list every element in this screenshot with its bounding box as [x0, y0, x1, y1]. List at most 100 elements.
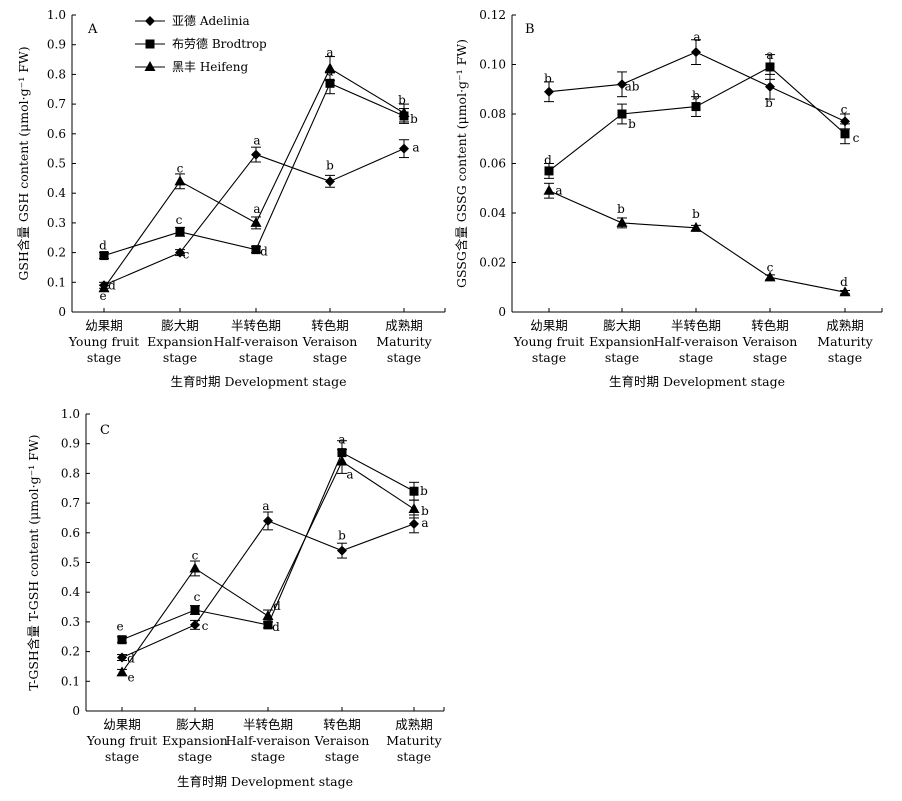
x-tick-label: stage [753, 350, 787, 365]
y-tick-label: 0.8 [47, 67, 66, 81]
data-point [408, 503, 420, 514]
series-line [548, 66, 846, 172]
data-point [324, 62, 336, 73]
x-tick-label: Young fruit [86, 733, 157, 748]
data-point [617, 79, 627, 90]
significance-label: c [841, 102, 848, 116]
significance-label: d [272, 620, 280, 634]
data-point [544, 166, 554, 176]
series-triangle: e c d a b [116, 449, 429, 684]
x-tick-label: 成熟期 [826, 318, 864, 333]
x-tick-label: Half-veraison [214, 334, 299, 349]
significance-label: a [253, 134, 260, 148]
x-tick-label: Veraison [742, 334, 798, 349]
y-tick-label: 0 [72, 704, 80, 718]
significance-label: d [99, 239, 107, 253]
series-square: d b b a c [544, 48, 860, 179]
data-point [765, 62, 775, 72]
panel-letter: B [525, 22, 535, 37]
x-tick-label: 膨大期 [603, 318, 641, 333]
data-point [251, 149, 261, 160]
significance-label: c [192, 548, 199, 562]
significance-label: e [127, 670, 134, 684]
y-tick-label: 0.7 [47, 97, 66, 111]
x-axis-title: 生育时期 Development stage [609, 374, 785, 389]
y-tick-label: 0.10 [479, 58, 506, 72]
significance-label: a [338, 433, 345, 447]
x-tick-label: stage [251, 749, 285, 764]
x-tick-label: stage [397, 749, 431, 764]
x-tick-label: Maturity [386, 733, 442, 748]
significance-label: b [617, 202, 625, 216]
y-tick-label: 0.9 [61, 437, 80, 451]
significance-label: a [346, 468, 353, 482]
x-tick-label: 成熟期 [395, 717, 433, 732]
significance-label: b [692, 207, 700, 221]
x-tick-label: 幼果期 [530, 318, 568, 333]
significance-label: a [253, 202, 260, 216]
series-line [103, 82, 405, 257]
data-point [175, 227, 185, 237]
legend: 亚德 Adelinia 布劳德 Brodtrop 黑丰 Heifeng [135, 13, 267, 74]
data-point [616, 216, 628, 227]
y-tick-label: 0.02 [479, 256, 506, 270]
panel-a: 0 0.1 0.2 0.3 0.4 0.5 0.6 0.7 0.8 0.9 1.0 幼果期Young … [16, 8, 446, 389]
data-point [174, 175, 186, 186]
significance-label: a [262, 499, 269, 513]
series-line [103, 67, 405, 289]
x-tick-label: 幼果期 [85, 318, 123, 333]
data-point [690, 221, 702, 232]
x-tick-label: Half-veraison [226, 733, 311, 748]
y-tick-label: 0.3 [47, 216, 66, 230]
y-tick-label: 1.0 [47, 8, 66, 22]
series-triangle: a b b c d [543, 182, 851, 297]
x-tick-label: Veraison [302, 334, 358, 349]
data-point [617, 109, 627, 119]
legend-entry: 亚德 Adelinia [172, 13, 250, 28]
y-tick-label: 0.06 [479, 157, 506, 171]
data-point [117, 652, 127, 663]
x-tick-label: Half-veraison [654, 334, 739, 349]
significance-label: b [544, 72, 552, 86]
significance-label: c [183, 248, 190, 262]
panel-letter: A [87, 22, 98, 37]
data-point [190, 619, 200, 630]
x-tick-label: stage [105, 749, 139, 764]
x-tick-label: stage [239, 350, 273, 365]
y-tick-label: 0.1 [61, 674, 80, 688]
y-axis-title: GSSG含量 GSSG content (μmol·g⁻¹ FW) [454, 39, 469, 288]
data-point [399, 143, 409, 154]
y-tick-label: 0.9 [47, 38, 66, 52]
significance-label: a [693, 30, 700, 44]
data-point [190, 605, 200, 615]
y-tick-label: 0.1 [47, 275, 66, 289]
significance-label: b [410, 112, 418, 126]
data-point [765, 81, 775, 92]
y-tick-label: 0.5 [61, 556, 80, 570]
x-tick-label: 膨大期 [161, 318, 199, 333]
y-tick-label: 0 [498, 305, 506, 319]
y-tick-label: 0.3 [61, 615, 80, 629]
x-tick-label: 成熟期 [385, 318, 423, 333]
y-tick-label: 0.7 [61, 496, 80, 510]
x-tick-label: 膨大期 [176, 717, 214, 732]
data-point [98, 282, 110, 293]
significance-label: b [420, 484, 428, 498]
legend-marker [145, 39, 155, 49]
significance-label: a [412, 141, 419, 155]
data-point [336, 455, 348, 466]
y-tick-label: 0.08 [479, 107, 506, 121]
y-tick-label: 0.8 [61, 466, 80, 480]
y-tick-label: 0.12 [479, 8, 506, 22]
y-axis-title: T-GSH含量 T-GSH content (μmol·g⁻¹ FW) [26, 434, 41, 690]
x-tick-label: 转色期 [323, 717, 361, 732]
significance-label: b [338, 529, 346, 543]
x-tick-label: stage [178, 749, 212, 764]
data-point [250, 216, 262, 227]
data-point [263, 620, 273, 630]
significance-label: d [840, 275, 848, 289]
panel-c: 0 0.1 0.2 0.3 0.4 0.5 0.6 0.7 0.8 0.9 1.0 幼果期Young … [26, 407, 445, 789]
data-point [189, 562, 201, 573]
